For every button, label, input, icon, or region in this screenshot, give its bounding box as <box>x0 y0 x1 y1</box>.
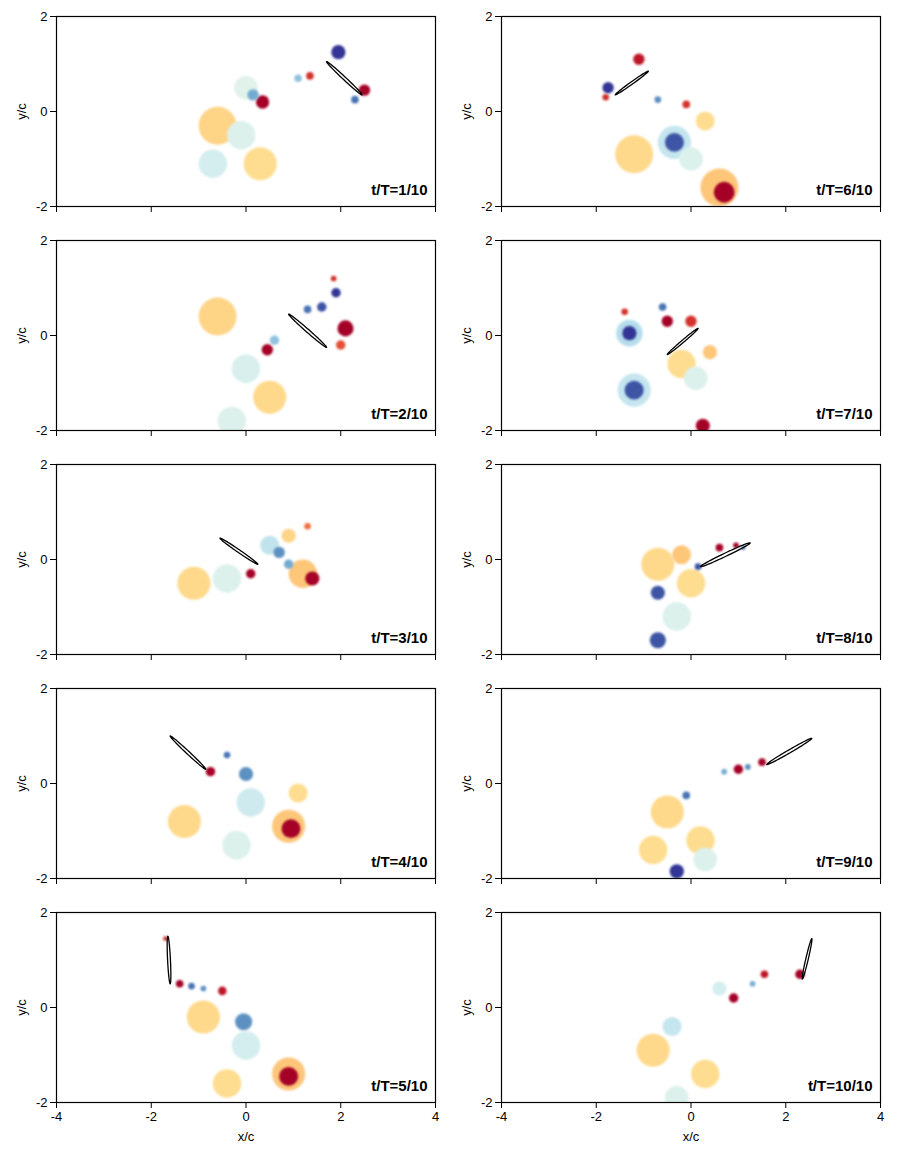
svg-text:2: 2 <box>40 905 47 920</box>
svg-text:x/c: x/c <box>238 1129 255 1144</box>
svg-text:y/c: y/c <box>459 103 474 120</box>
svg-text:0: 0 <box>485 776 492 791</box>
svg-text:-2: -2 <box>481 647 493 662</box>
svg-text:y/c: y/c <box>459 327 474 344</box>
svg-text:0: 0 <box>40 552 47 567</box>
svg-text:-2: -2 <box>36 871 48 886</box>
svg-text:0: 0 <box>485 552 492 567</box>
svg-text:0: 0 <box>40 104 47 119</box>
svg-text:-2: -2 <box>36 647 48 662</box>
svg-text:-2: -2 <box>36 199 48 214</box>
svg-text:-2: -2 <box>590 1109 602 1124</box>
svg-text:2: 2 <box>337 1109 344 1124</box>
svg-text:2: 2 <box>40 681 47 696</box>
svg-text:2: 2 <box>485 233 492 248</box>
svg-text:2: 2 <box>40 9 47 24</box>
svg-text:t/T=8/10: t/T=8/10 <box>816 629 872 646</box>
svg-text:0: 0 <box>40 776 47 791</box>
svg-text:t/T=5/10: t/T=5/10 <box>371 1077 427 1094</box>
svg-text:t/T=1/10: t/T=1/10 <box>371 181 427 198</box>
svg-text:y/c: y/c <box>459 775 474 792</box>
svg-text:y/c: y/c <box>14 775 29 792</box>
svg-text:t/T=9/10: t/T=9/10 <box>816 853 872 870</box>
svg-text:y/c: y/c <box>459 551 474 568</box>
svg-text:0: 0 <box>485 104 492 119</box>
svg-text:-2: -2 <box>145 1109 157 1124</box>
svg-text:x/c: x/c <box>683 1129 700 1144</box>
svg-text:2: 2 <box>40 457 47 472</box>
svg-text:y/c: y/c <box>459 999 474 1016</box>
svg-text:t/T=7/10: t/T=7/10 <box>816 405 872 422</box>
svg-text:-2: -2 <box>36 423 48 438</box>
svg-text:0: 0 <box>40 328 47 343</box>
svg-text:t/T=10/10: t/T=10/10 <box>808 1077 873 1094</box>
svg-text:2: 2 <box>485 681 492 696</box>
svg-text:0: 0 <box>242 1109 249 1124</box>
svg-text:t/T=3/10: t/T=3/10 <box>371 629 427 646</box>
svg-text:-2: -2 <box>481 199 493 214</box>
svg-text:-2: -2 <box>481 1095 493 1110</box>
svg-text:y/c: y/c <box>14 327 29 344</box>
svg-text:0: 0 <box>485 1000 492 1015</box>
svg-text:-2: -2 <box>481 423 493 438</box>
svg-text:2: 2 <box>40 233 47 248</box>
svg-text:y/c: y/c <box>14 551 29 568</box>
svg-text:t/T=6/10: t/T=6/10 <box>816 181 872 198</box>
svg-text:2: 2 <box>782 1109 789 1124</box>
svg-text:0: 0 <box>40 1000 47 1015</box>
svg-text:0: 0 <box>687 1109 694 1124</box>
svg-text:4: 4 <box>432 1109 439 1124</box>
svg-text:t/T=2/10: t/T=2/10 <box>371 405 427 422</box>
svg-text:2: 2 <box>485 905 492 920</box>
svg-text:-4: -4 <box>51 1109 63 1124</box>
svg-text:4: 4 <box>877 1109 884 1124</box>
svg-text:2: 2 <box>485 457 492 472</box>
svg-text:y/c: y/c <box>14 103 29 120</box>
svg-text:-2: -2 <box>36 1095 48 1110</box>
svg-text:2: 2 <box>485 9 492 24</box>
svg-text:-4: -4 <box>496 1109 508 1124</box>
svg-text:t/T=4/10: t/T=4/10 <box>371 853 427 870</box>
svg-text:-2: -2 <box>481 871 493 886</box>
svg-text:0: 0 <box>485 328 492 343</box>
svg-text:y/c: y/c <box>14 999 29 1016</box>
